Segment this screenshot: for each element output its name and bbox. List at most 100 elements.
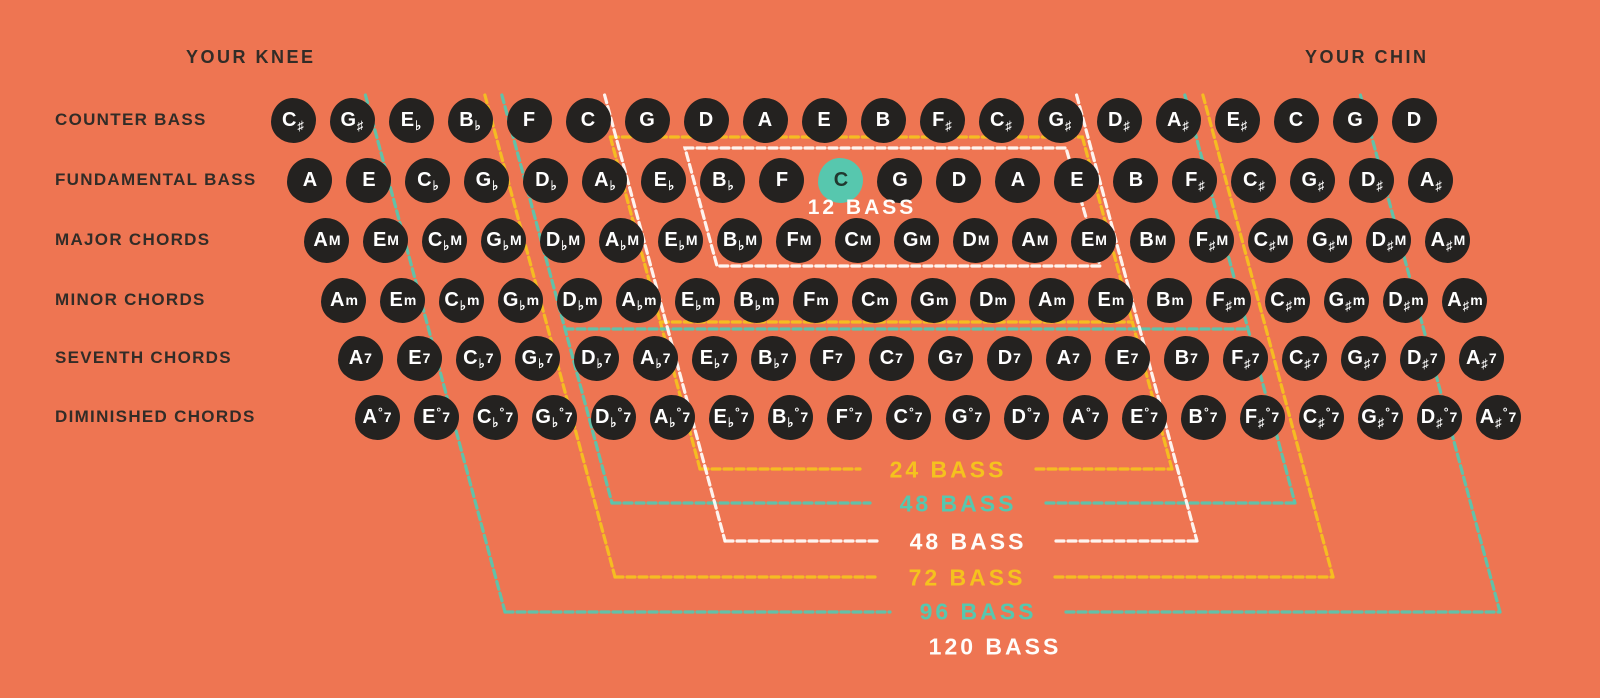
bass-button: A ♯ 7 bbox=[1458, 335, 1504, 381]
bass-button: F ♯ bbox=[919, 97, 965, 143]
bass-button: D ♯ m bbox=[1383, 277, 1429, 323]
bass-button: D ♭ M bbox=[540, 217, 586, 263]
bass-button: E ♭ bbox=[641, 157, 687, 203]
bass-button: E ° 7 bbox=[1121, 394, 1167, 440]
bass-button: F ♯ ° 7 bbox=[1239, 394, 1285, 440]
bass-button: E ♭ 7 bbox=[691, 335, 737, 381]
bass-button: C ° 7 bbox=[885, 394, 931, 440]
bass-button: E ♭ bbox=[388, 97, 434, 143]
bass-button: C bbox=[1273, 97, 1319, 143]
bass-button: G ♯ M bbox=[1307, 217, 1353, 263]
bass-button: C ♭ M bbox=[422, 217, 468, 263]
bass-button: C ♭ m bbox=[439, 277, 485, 323]
bass-button: G ♭ bbox=[464, 157, 510, 203]
bass-button: B bbox=[1113, 157, 1159, 203]
bass-button: B ° 7 bbox=[1180, 394, 1226, 440]
bass-button: G ♭ 7 bbox=[514, 335, 560, 381]
bass-button: A ♯ bbox=[1408, 157, 1454, 203]
bass-range-label-48-bass-teal: 48 BASS bbox=[899, 490, 1017, 517]
bass-button: E bbox=[346, 157, 392, 203]
bass-button: C ♯ M bbox=[1248, 217, 1294, 263]
bass-button: D ♯ ° 7 bbox=[1416, 394, 1462, 440]
bass-button: G ♭ ° 7 bbox=[531, 394, 577, 440]
bass-button: A bbox=[287, 157, 333, 203]
bass-button: A ° 7 bbox=[354, 394, 400, 440]
bass-button: E ♯ bbox=[1214, 97, 1260, 143]
bass-button: C ♯ bbox=[1231, 157, 1277, 203]
bass-range-label-72-bass-yellow: 72 BASS bbox=[908, 564, 1026, 591]
bass-button: E bbox=[801, 97, 847, 143]
row-label-major-chords: MAJOR CHORDS bbox=[55, 230, 211, 249]
bass-button: G bbox=[624, 97, 670, 143]
bass-button: A ♭ bbox=[582, 157, 628, 203]
bass-button: E ♭ M bbox=[658, 217, 704, 263]
bass-button: G ♯ bbox=[1290, 157, 1336, 203]
bass-button: F ° 7 bbox=[826, 394, 872, 440]
bass-button: D ♯ bbox=[1349, 157, 1395, 203]
bass-button: C ♯ m bbox=[1265, 277, 1311, 323]
bass-button: C ♭ bbox=[405, 157, 451, 203]
bass-button: D bbox=[936, 157, 982, 203]
bass-button: G ♯ m bbox=[1324, 277, 1370, 323]
bass-button: B ♭ 7 bbox=[750, 335, 796, 381]
bass-button: B ♭ bbox=[700, 157, 746, 203]
bass-button: C ♭ ° 7 bbox=[472, 394, 518, 440]
bass-button: D ♯ 7 bbox=[1399, 335, 1445, 381]
bass-button: C ♯ ° 7 bbox=[1298, 394, 1344, 440]
bass-button: F bbox=[506, 97, 552, 143]
bass-button: C ♯ 7 bbox=[1281, 335, 1327, 381]
bass-button: D ♭ ° 7 bbox=[590, 394, 636, 440]
bass-button: A ♯ ° 7 bbox=[1475, 394, 1521, 440]
bass-button: F ♯ M bbox=[1189, 217, 1235, 263]
bass-button: B bbox=[860, 97, 906, 143]
bass-button: D ♭ m bbox=[557, 277, 603, 323]
label-your-knee: YOUR KNEE bbox=[186, 47, 316, 67]
bass-button: E ♭ ° 7 bbox=[708, 394, 754, 440]
bass-button: A ♯ bbox=[1155, 97, 1201, 143]
bass-button: C ♯ bbox=[270, 97, 316, 143]
bass-button: A ♯ M bbox=[1425, 217, 1471, 263]
bass-button: C bbox=[565, 97, 611, 143]
bass-button: A ° 7 bbox=[1062, 394, 1108, 440]
bass-button: C ♭ 7 bbox=[455, 335, 501, 381]
row-label-counter-bass: COUNTER BASS bbox=[55, 110, 207, 129]
bass-button: G ♯ bbox=[329, 97, 375, 143]
bass-button: C ♯ bbox=[978, 97, 1024, 143]
bass-button: G ° 7 bbox=[944, 394, 990, 440]
bass-range-label-12-bass-white: 12 BASS bbox=[807, 196, 917, 219]
bass-button: G ♯ ° 7 bbox=[1357, 394, 1403, 440]
bass-range-label-96-bass-teal: 96 BASS bbox=[919, 598, 1037, 625]
row-label-seventh-chords: SEVENTH CHORDS bbox=[55, 348, 232, 367]
bass-range-label-120-bass-white: 120 BASS bbox=[928, 633, 1062, 660]
bass-button: D ♯ bbox=[1096, 97, 1142, 143]
row-label-diminished-chords: DIMINISHED CHORDS bbox=[55, 407, 256, 426]
bass-range-label-48-bass-white: 48 BASS bbox=[909, 528, 1027, 555]
bass-button: G ♭ m bbox=[498, 277, 544, 323]
bass-button: F ♯ m bbox=[1206, 277, 1252, 323]
bass-button: A ♭ ° 7 bbox=[649, 394, 695, 440]
row-label-fundamental-bass: FUNDAMENTAL BASS bbox=[55, 170, 257, 189]
bass-button: D ° 7 bbox=[1003, 394, 1049, 440]
